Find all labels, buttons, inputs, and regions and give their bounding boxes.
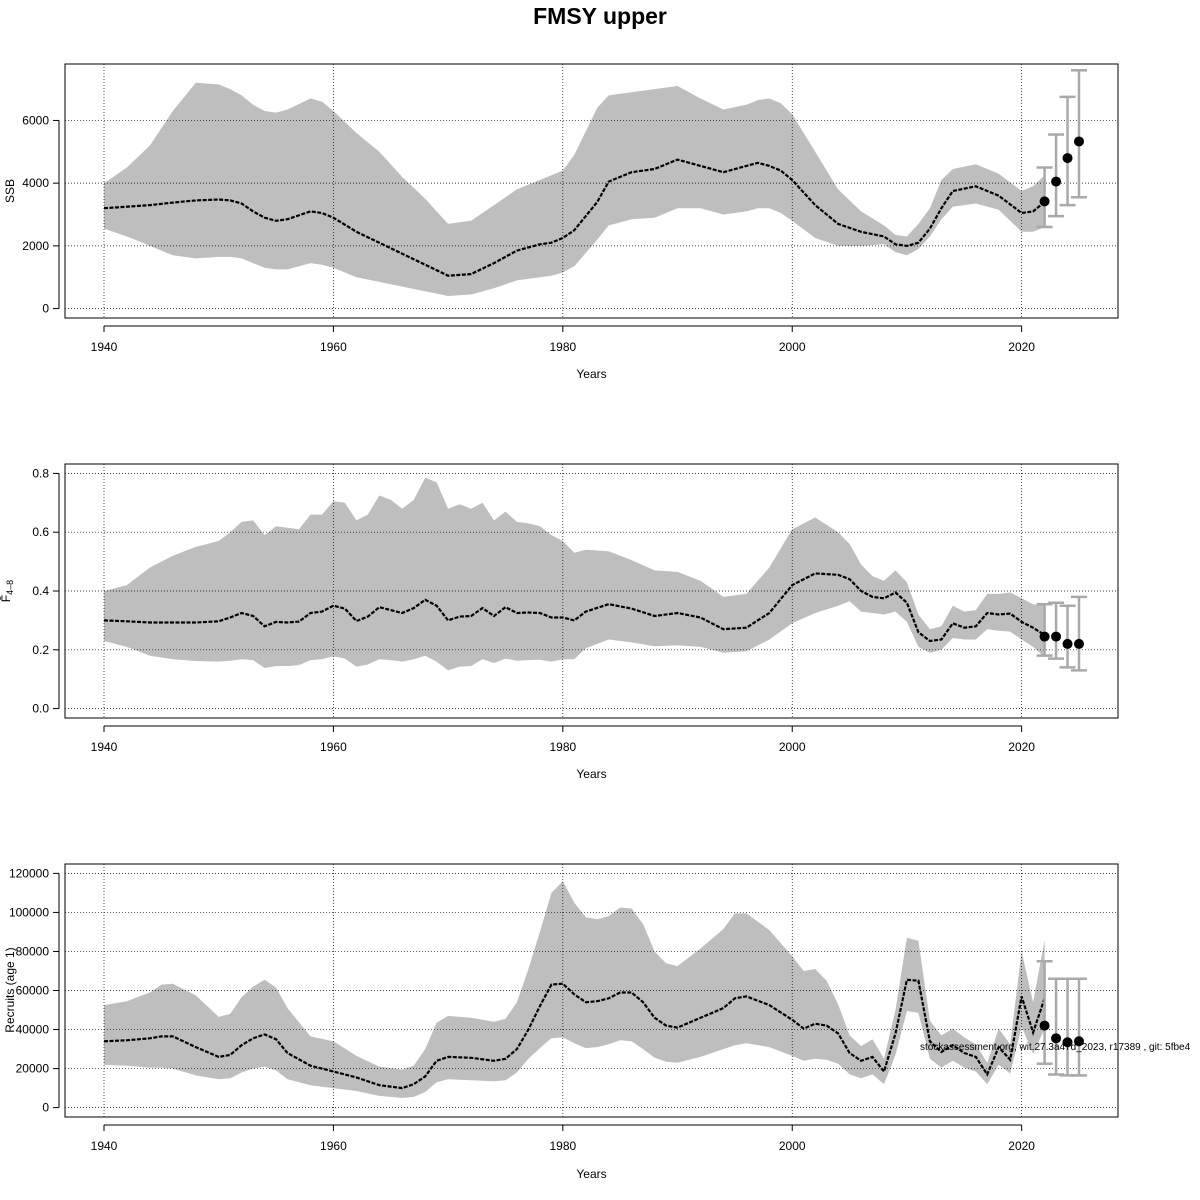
projection-point [1051,176,1062,187]
x-tick-label: 2000 [779,340,806,354]
y-tick-label: 2000 [22,239,49,253]
y-tick-label: 20000 [16,1062,50,1076]
projection-point [1074,638,1084,649]
projection-point [1062,153,1073,164]
footnote: stockassessment.org, wit.27.3a47d_2023, … [920,1042,1191,1053]
projection-point [1074,136,1084,147]
x-tick-label: 1960 [320,740,347,754]
y-tick-label: 0.8 [32,466,49,480]
y-axis-label: SSB [3,179,17,203]
x-tick-label: 2020 [1008,740,1035,754]
y-tick-label: 0.6 [32,525,49,539]
x-tick-label: 1980 [549,340,576,354]
y-tick-label: 0.0 [32,702,49,716]
y-tick-label: 80000 [16,944,50,958]
projection-point [1039,196,1050,207]
y-axis-label: F̄4–8 [0,580,15,602]
panel-recruits: 1940 1960 1980 2000 2020 Years 0 20000 40000 6000… [3,863,1119,1181]
y-axis-label-main: F̄ [0,595,13,602]
confidence-band [104,477,1045,671]
estimate-line-fbar [103,572,1046,643]
y-tick-label: 40000 [16,1023,50,1037]
x-tick-label: 1940 [91,340,118,354]
projection-point [1051,1033,1062,1044]
x-tick-label: 1960 [320,340,347,354]
x-tick-label: 2020 [1008,340,1035,354]
x-tick-label: 1940 [91,740,118,754]
panel-fbar: 1940 1960 1980 2000 2020 Years 0.0 0.2 0.4 0.6 0.8… [0,463,1119,781]
y-tick-label: 0 [42,1101,49,1115]
projection-point [1062,1037,1073,1048]
y-tick-label: 0 [42,302,49,316]
y-tick-label: 0.4 [32,584,49,598]
projection-point [1051,631,1062,642]
projection-point [1039,631,1050,642]
projection-point [1074,1036,1084,1047]
x-tick-label: 2000 [779,1139,806,1153]
x-axis-label: Years [576,367,606,381]
x-axis-label: Years [576,1167,606,1181]
estimate-line-recruits [103,978,1046,1090]
y-axis-label: Recruits (age 1) [3,947,17,1032]
y-tick-label: 4000 [22,176,49,190]
panel-ssb: 1940 1960 1980 2000 2020 Years 0 2000 4000 6000 SS… [3,63,1119,381]
x-tick-label: 2020 [1008,1139,1035,1153]
confidence-band [104,881,1045,1098]
x-axis-label: Years [576,767,606,781]
estimate-line-ssb [103,158,1046,277]
x-tick-label: 1980 [549,1139,576,1153]
confidence-band [104,82,1045,296]
x-tick-label: 1980 [549,740,576,754]
panels-group: 1940 1960 1980 2000 2020 Years 0 2000 4000 6000 SS… [0,63,1119,1181]
y-tick-label: 0.2 [32,643,49,657]
x-tick-label: 1960 [320,1139,347,1153]
x-tick-label: 1940 [91,1139,118,1153]
projection-point [1062,638,1073,649]
y-tick-label: 6000 [22,113,49,127]
y-tick-label: 120000 [9,866,49,880]
chart-title: FMSY upper [533,3,667,29]
y-tick-label: 100000 [9,905,49,919]
y-axis-label-subscript: 4–8 [5,580,15,595]
plot-frame [64,63,1119,319]
x-tick-label: 2000 [779,740,806,754]
y-tick-label: 60000 [16,984,50,998]
projection-point [1039,1020,1050,1031]
